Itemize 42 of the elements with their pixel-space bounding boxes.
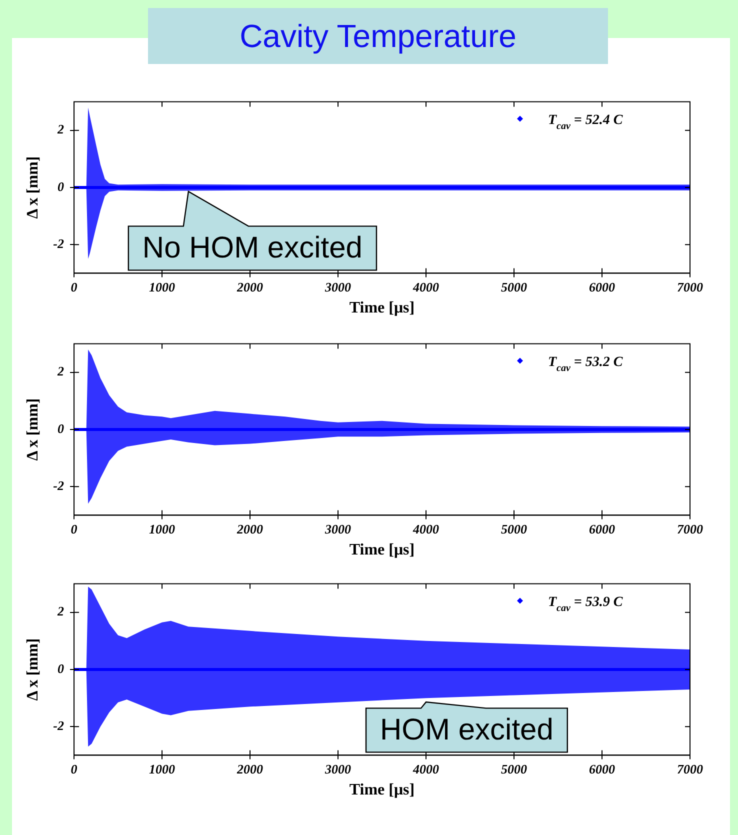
x-tick-label: 0 (70, 521, 78, 536)
y-tick-label: -2 (53, 478, 65, 493)
x-tick-label: 2000 (236, 279, 264, 294)
annotation: No HOM excited (142, 231, 362, 264)
y-axis-title: Δ x [mm] (24, 156, 42, 219)
x-tick-label: 4000 (412, 761, 440, 776)
x-tick-label: 5000 (501, 761, 528, 776)
x-tick-label: 5000 (501, 279, 528, 294)
y-tick-label: 2 (56, 364, 65, 379)
y-axis-title: Δ x [mm] (24, 638, 42, 701)
x-axis-title: Time [μs] (349, 300, 415, 317)
x-tick-label: 4000 (412, 521, 440, 536)
y-tick-label: 0 (58, 660, 65, 676)
x-tick-label: 7000 (677, 279, 704, 294)
x-tick-label: 3000 (324, 279, 352, 294)
x-tick-label: 6000 (589, 521, 616, 536)
x-tick-label: 7000 (677, 521, 704, 536)
x-axis-title: Time [μs] (349, 782, 415, 799)
x-tick-label: 3000 (324, 761, 352, 776)
annotation: HOM excited (380, 713, 554, 746)
x-tick-label: 0 (70, 761, 78, 776)
x-tick-label: 7000 (677, 761, 704, 776)
x-tick-label: 1000 (149, 521, 176, 536)
x-tick-label: 2000 (236, 521, 264, 536)
x-tick-label: 1000 (149, 761, 176, 776)
x-tick-label: 6000 (589, 279, 616, 294)
y-tick-label: 0 (58, 420, 65, 436)
y-axis-title: Δ x [mm] (24, 398, 42, 461)
y-tick-label: 2 (56, 122, 65, 137)
x-tick-label: 4000 (412, 279, 440, 294)
x-tick-label: 3000 (324, 521, 352, 536)
x-tick-label: 2000 (236, 761, 264, 776)
x-tick-label: 5000 (501, 521, 528, 536)
x-axis-title: Time [μs] (349, 542, 415, 559)
x-tick-label: 1000 (149, 279, 176, 294)
y-tick-label: 0 (58, 178, 65, 194)
x-tick-label: 0 (70, 279, 78, 294)
chart-title: Cavity Temperature (148, 8, 608, 64)
x-tick-label: 6000 (589, 761, 616, 776)
y-tick-label: -2 (53, 718, 65, 733)
y-tick-label: -2 (53, 236, 65, 251)
y-tick-label: 2 (56, 604, 65, 619)
